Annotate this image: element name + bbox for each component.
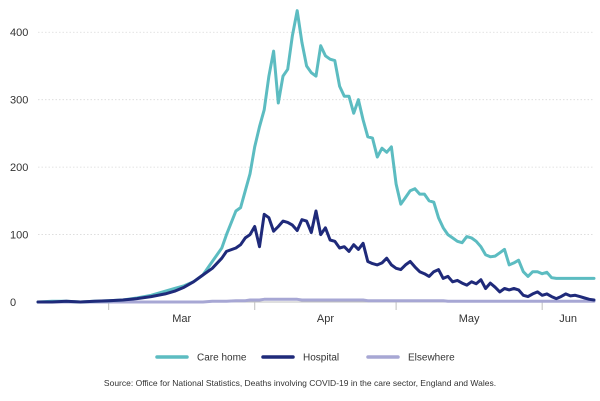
y-tick-label: 100 <box>10 230 28 242</box>
legend: Care home Hospital Elsewhere <box>155 353 455 364</box>
series-lines <box>36 9 596 304</box>
series-line-care-home <box>36 9 596 304</box>
x-tick-label: Apr <box>317 313 334 325</box>
y-axis: 0 100 200 300 400 <box>10 27 28 309</box>
x-tick-label: May <box>459 313 480 325</box>
y-tick-label: 300 <box>10 95 28 107</box>
grid-lines <box>38 31 594 235</box>
x-tick-label: Mar <box>172 313 191 325</box>
y-tick-label: 200 <box>10 162 28 174</box>
legend-label: Hospital <box>303 353 339 364</box>
legend-label: Elsewhere <box>408 353 455 364</box>
x-tick-label: Jun <box>559 313 577 325</box>
y-tick-label: 400 <box>10 27 28 39</box>
series-line-elsewhere <box>36 297 596 304</box>
legend-label: Care home <box>197 353 247 364</box>
y-tick-label: 0 <box>10 297 16 309</box>
source-note: Source: Office for National Statistics, … <box>104 378 496 388</box>
series-line-hospital <box>36 209 596 304</box>
x-axis: Mar Apr May Jun <box>38 301 594 325</box>
